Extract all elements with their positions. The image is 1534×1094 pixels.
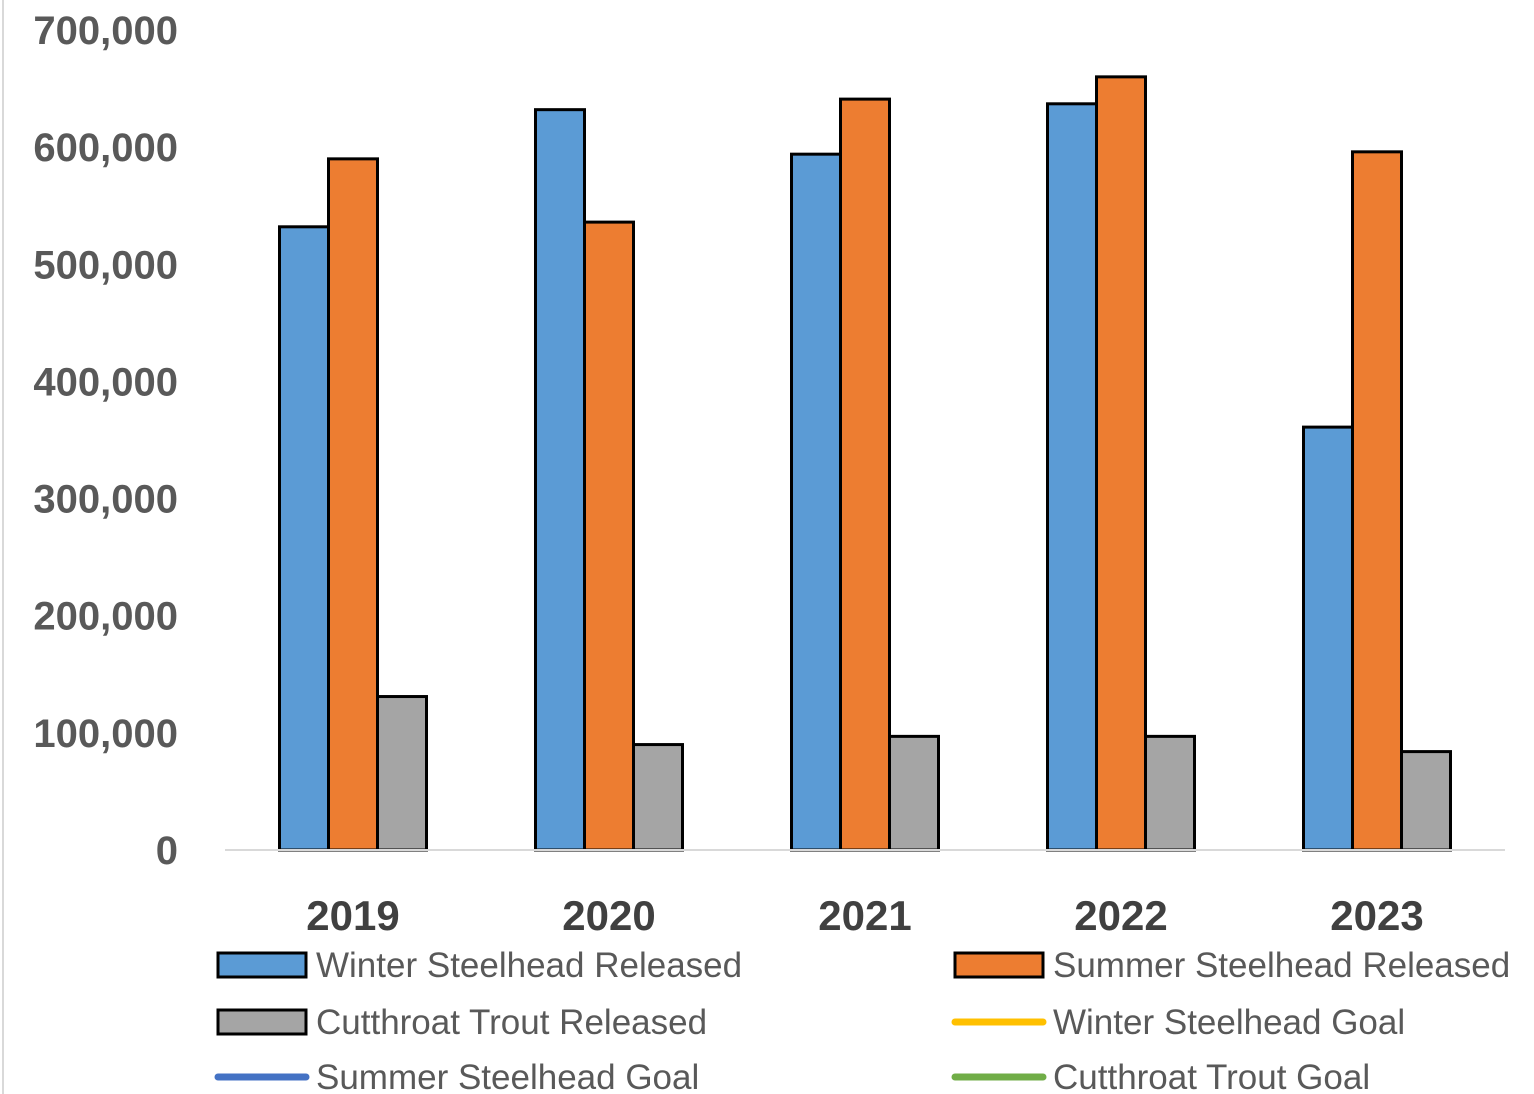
legend-item: Winter Steelhead Goal [951,1003,1405,1042]
bar [1302,425,1354,852]
y-tick-label: 700,000 [33,9,178,53]
bar [1400,750,1452,852]
legend-item: Cutthroat Trout Released [216,1003,707,1042]
y-tick-label: 0 [156,829,178,873]
y-tick-label: 200,000 [33,595,178,639]
bar [583,220,635,852]
legend-item: Winter Steelhead Released [216,946,742,985]
x-tick-label: 2022 [1074,892,1167,939]
bar [327,157,379,852]
bar [376,695,428,852]
bar [1046,102,1098,852]
x-tick-label: 2019 [306,892,399,939]
y-tick-label: 300,000 [33,478,178,522]
legend-item: Cutthroat Trout Goal [951,1058,1370,1094]
legend-swatch [216,1008,308,1036]
x-tick-label: 2021 [818,892,911,939]
legend-swatch [953,951,1045,979]
y-tick-label: 100,000 [33,712,178,756]
legend-label: Cutthroat Trout Goal [1053,1058,1370,1094]
legend: Winter Steelhead Released Summer Steelhea… [214,946,1510,1094]
y-tick-label: 500,000 [33,243,178,287]
legend-label: Summer Steelhead Released [1053,946,1510,985]
bar [1351,150,1403,852]
left-border [2,0,4,1094]
bar [1095,75,1147,852]
x-axis: 2019 2020 2021 2022 2023 [306,892,1423,939]
legend-label: Summer Steelhead Goal [316,1058,699,1094]
bars-layer [278,75,1452,852]
y-tick-label: 400,000 [33,360,178,404]
bar [534,108,586,852]
bar [888,734,940,852]
goal-lines-layer [349,85,1381,737]
legend-item: Summer Steelhead Goal [214,1058,699,1094]
legend-swatch [216,951,308,979]
bar [278,225,330,852]
legend-label: Winter Steelhead Goal [1053,1003,1405,1042]
legend-label: Cutthroat Trout Released [316,1003,707,1042]
y-tick-label: 600,000 [33,126,178,170]
bar [790,152,842,852]
legend-item: Summer Steelhead Released [953,946,1510,985]
bar [632,743,684,852]
bar [839,97,891,852]
legend-label: Winter Steelhead Released [316,946,742,985]
y-axis: 0 100,000 200,000 300,000 400,000 500,000 600,… [33,9,178,873]
x-tick-label: 2023 [1330,892,1423,939]
x-tick-label: 2020 [562,892,655,939]
bar [1144,734,1196,852]
